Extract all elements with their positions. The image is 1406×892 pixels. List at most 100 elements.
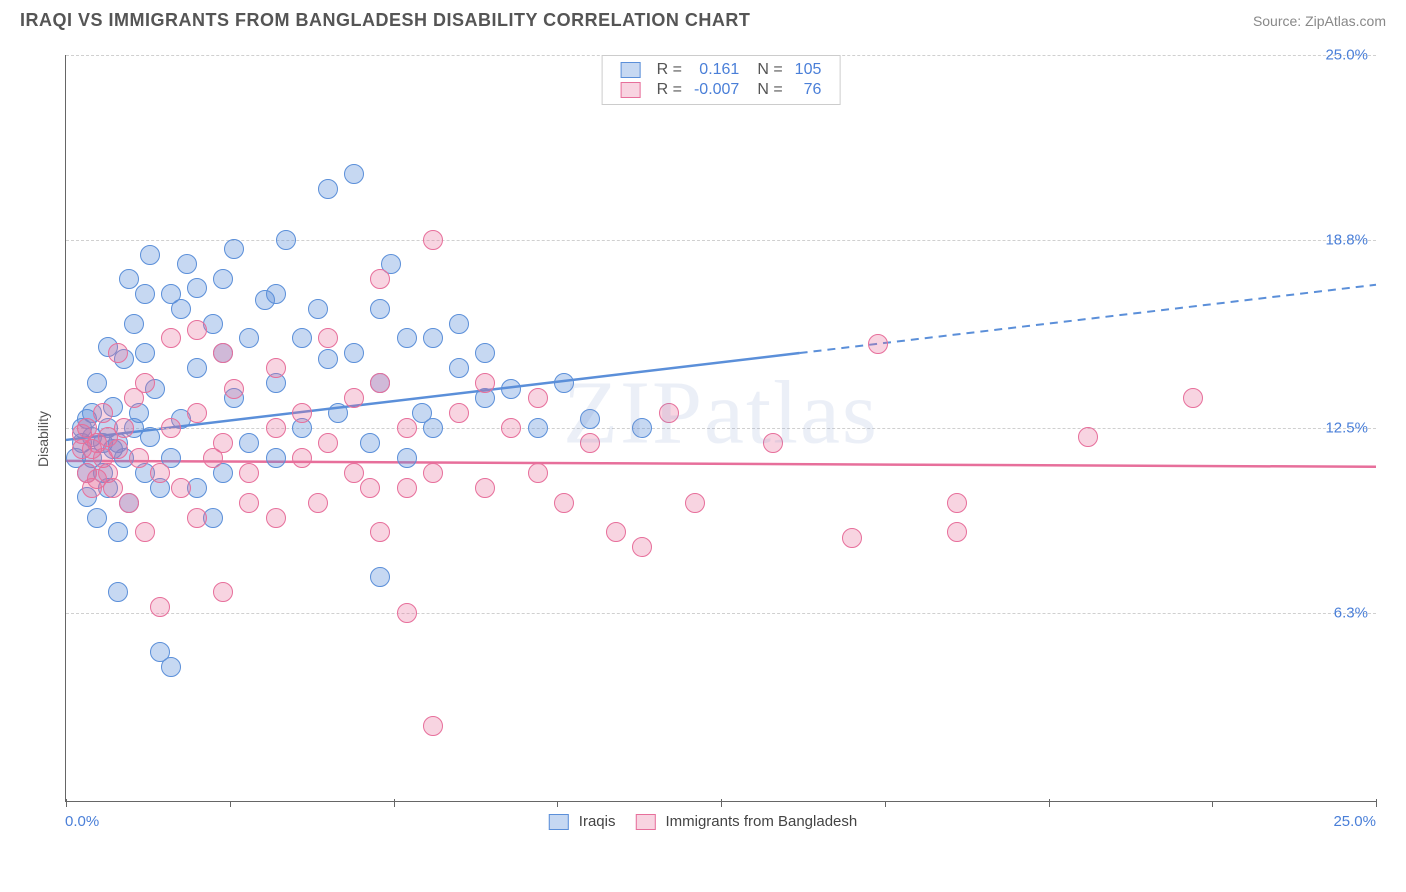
x-axis-start-label: 0.0% [65,813,99,830]
data-point [475,373,495,393]
data-point [1183,388,1203,408]
data-point [370,567,390,587]
legend-swatch [621,82,641,98]
data-point [1078,427,1098,447]
legend-row: R =-0.007N =76 [615,80,828,100]
gridline [66,240,1376,241]
chart-container: Disability ZIPatlas R =0.161N =105R =-0.… [20,45,1386,832]
y-tick-label: 6.3% [1334,605,1368,622]
gridline [66,428,1376,429]
y-axis-label: Disability [35,410,51,466]
data-point [397,478,417,498]
x-minor-tick [1212,802,1213,807]
data-point [239,328,259,348]
data-point [397,603,417,623]
data-point [140,427,160,447]
series-legend-label: Immigrants from Bangladesh [665,813,857,830]
data-point [135,373,155,393]
data-point [423,328,443,348]
source-attribution: Source: ZipAtlas.com [1253,13,1386,29]
data-point [266,358,286,378]
data-point [171,478,191,498]
data-point [292,448,312,468]
data-point [370,373,390,393]
data-point [266,418,286,438]
data-point [344,343,364,363]
data-point [449,403,469,423]
y-tick-label: 25.0% [1325,47,1368,64]
data-point [344,463,364,483]
data-point [150,463,170,483]
y-tick-label: 12.5% [1325,420,1368,437]
data-point [187,403,207,423]
series-legend-item: Iraqis [549,813,616,830]
data-point [129,448,149,468]
data-point [119,269,139,289]
data-point [292,403,312,423]
data-point [344,388,364,408]
legend-n-label: N = [745,80,788,100]
data-point [554,373,574,393]
legend-n-label: N = [745,60,788,80]
data-point [370,522,390,542]
data-point [161,328,181,348]
y-tick-label: 18.8% [1325,232,1368,249]
data-point [93,403,113,423]
data-point [423,230,443,250]
data-point [108,522,128,542]
legend-row: R =0.161N =105 [615,60,828,80]
x-tick [66,799,67,807]
data-point [685,493,705,513]
data-point [103,478,123,498]
data-point [171,299,191,319]
legend-swatch [621,62,641,78]
data-point [308,299,328,319]
x-minor-tick [230,802,231,807]
data-point [397,448,417,468]
data-point [606,522,626,542]
data-point [360,433,380,453]
data-point [187,508,207,528]
data-point [528,463,548,483]
data-point [213,269,233,289]
data-point [108,343,128,363]
data-point [213,582,233,602]
data-point [475,478,495,498]
data-point [842,528,862,548]
source-name: ZipAtlas.com [1305,13,1386,29]
data-point [213,343,233,363]
data-point [370,269,390,289]
data-point [868,334,888,354]
legend-r-value: 0.161 [688,60,745,80]
legend-r-value: -0.007 [688,80,745,100]
data-point [370,299,390,319]
data-point [659,403,679,423]
data-point [397,328,417,348]
data-point [308,493,328,513]
data-point [124,314,144,334]
data-point [318,433,338,453]
data-point [119,493,139,513]
data-point [528,418,548,438]
series-legend-item: Immigrants from Bangladesh [635,813,857,830]
series-legend-label: Iraqis [579,813,616,830]
data-point [161,657,181,677]
data-point [344,164,364,184]
data-point [947,522,967,542]
data-point [187,358,207,378]
data-point [763,433,783,453]
data-point [187,320,207,340]
data-point [397,418,417,438]
data-point [135,522,155,542]
data-point [177,254,197,274]
data-point [318,179,338,199]
data-point [276,230,296,250]
data-point [528,388,548,408]
data-point [475,343,495,363]
data-point [318,328,338,348]
data-point [632,537,652,557]
data-point [108,582,128,602]
data-point [266,508,286,528]
data-point [318,349,338,369]
watermark: ZIPatlas [563,362,879,465]
